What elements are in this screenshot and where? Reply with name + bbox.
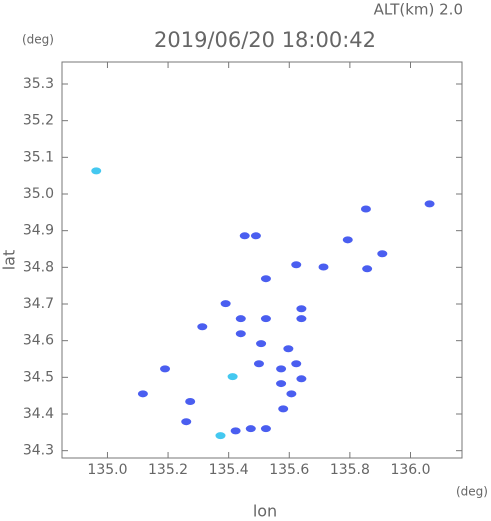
radar-echo	[215, 432, 226, 440]
radar-echo	[342, 236, 353, 244]
altitude-label: ALT(km) 2.0	[374, 1, 463, 19]
radar-echo	[276, 365, 287, 373]
radar-echo	[276, 380, 287, 388]
y-tick-label: 34.8	[23, 259, 54, 275]
radar-echo	[235, 330, 246, 338]
radar-echo	[296, 375, 307, 383]
radar-echo	[137, 390, 148, 398]
y-tick-label: 35.2	[23, 113, 54, 129]
radar-echo	[318, 263, 329, 271]
radar-echo	[296, 305, 307, 313]
y-tick-label: 34.4	[23, 406, 54, 422]
x-tick-label: 135.4	[209, 462, 249, 478]
radar-echo	[235, 315, 246, 323]
radar-echo	[362, 265, 373, 273]
radar-echo	[377, 250, 388, 258]
y-unit: (deg)	[22, 33, 54, 47]
radar-echo	[291, 261, 302, 269]
plot-frame	[61, 61, 463, 459]
radar-echo	[260, 315, 271, 323]
radar-echo	[296, 315, 307, 323]
radar-echo	[291, 360, 302, 368]
y-tick-label: 34.5	[23, 369, 54, 385]
radar-echo	[260, 425, 271, 433]
x-tick-label: 135.6	[269, 462, 309, 478]
radar-echo	[253, 360, 264, 368]
radar-echo	[181, 418, 192, 426]
radar-echo	[160, 365, 171, 373]
radar-echo	[278, 405, 289, 413]
radar-echo	[239, 232, 250, 240]
y-tick-label: 35.0	[23, 186, 54, 202]
y-tick-label: 34.7	[23, 296, 54, 312]
y-axis-label: lat	[0, 250, 19, 271]
y-tick-label: 34.9	[23, 223, 54, 239]
chart-title: 2019/06/20 18:00:42	[154, 28, 376, 52]
radar-echo	[197, 323, 208, 331]
y-tick-label: 35.3	[23, 76, 54, 92]
radar-echo	[283, 345, 294, 353]
radar-echo	[424, 200, 435, 208]
x-tick-label: 135.0	[87, 462, 127, 478]
radar-echo	[220, 300, 231, 308]
radar-echo	[227, 373, 238, 381]
x-unit: (deg)	[456, 485, 488, 499]
x-tick-label: 135.2	[148, 462, 188, 478]
radar-echo	[286, 390, 297, 398]
x-tick-label: 136.0	[390, 462, 430, 478]
radar-echo	[360, 205, 371, 213]
y-tick-label: 34.3	[23, 443, 54, 459]
x-tick-label: 135.8	[330, 462, 370, 478]
radar-echo	[245, 425, 256, 433]
radar-echo	[250, 232, 261, 240]
radar-echo	[91, 167, 102, 175]
radar-echo	[256, 340, 267, 348]
radar-echo	[260, 275, 271, 283]
radar-echo	[185, 398, 196, 406]
x-axis-label: lon	[253, 502, 277, 521]
radar-echo	[230, 427, 241, 435]
y-tick-label: 35.1	[23, 149, 54, 165]
y-tick-label: 34.6	[23, 333, 54, 349]
